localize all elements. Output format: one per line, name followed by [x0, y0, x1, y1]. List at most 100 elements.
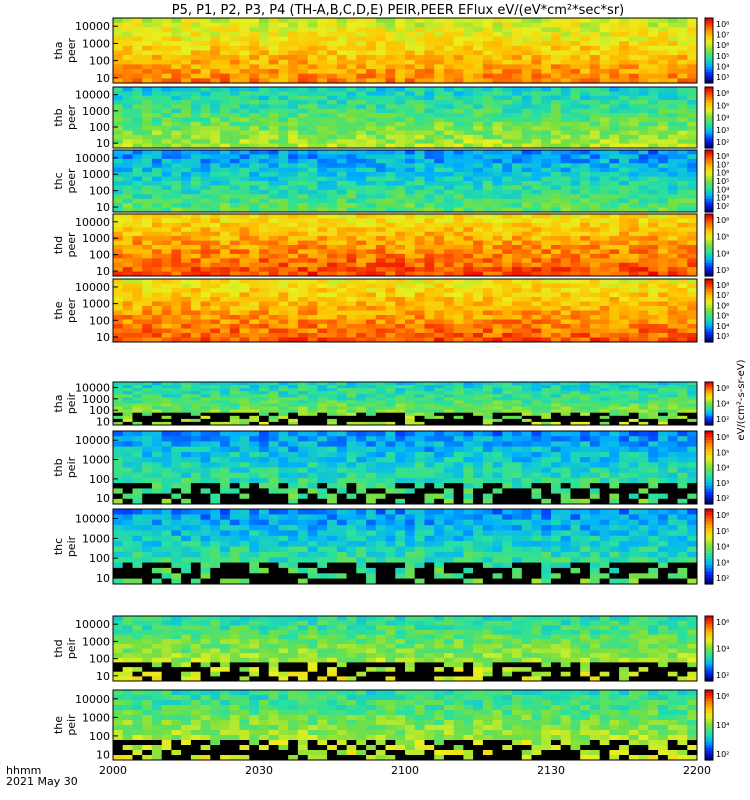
spectrogram-cell	[463, 283, 474, 289]
spectrogram-cell	[366, 181, 377, 186]
spectrogram-cell	[580, 172, 591, 178]
spectrogram-cell	[113, 198, 124, 204]
spectrogram-cell	[531, 214, 542, 219]
spectrogram-cell	[531, 163, 542, 169]
spectrogram-cell	[113, 391, 124, 395]
spectrogram-cell	[453, 172, 464, 178]
spectrogram-cell	[171, 59, 182, 65]
spectrogram-cell	[122, 73, 133, 79]
spectrogram-cell	[414, 240, 425, 246]
colorbar-segment	[705, 64, 713, 68]
spectrogram-cell	[589, 126, 601, 132]
spectrogram-cell	[366, 227, 377, 233]
spectrogram-cell	[151, 50, 163, 56]
spectrogram-cell	[259, 108, 270, 114]
spectrogram-cell	[259, 143, 270, 148]
spectrogram-cell	[288, 222, 299, 228]
spectrogram-cell	[482, 194, 494, 200]
spectrogram-cell	[541, 104, 552, 110]
spectrogram-cell	[667, 240, 679, 246]
spectrogram-cell	[278, 69, 289, 75]
spectrogram-cell	[142, 95, 153, 101]
colorbar-segment	[705, 23, 713, 27]
spectrogram-cell	[502, 185, 513, 191]
spectrogram-cell	[414, 412, 425, 417]
spectrogram-cell	[658, 87, 669, 92]
spectrogram-cell	[190, 41, 202, 47]
spectrogram-cell	[648, 59, 659, 65]
spectrogram-cell	[151, 279, 163, 285]
spectrogram-cell	[200, 253, 211, 259]
spectrogram-cell	[200, 154, 211, 160]
spectrogram-cell	[229, 134, 241, 140]
spectrogram-cell	[113, 218, 124, 224]
spectrogram-cell	[268, 139, 279, 145]
spectrogram-cell	[599, 143, 610, 148]
spectrogram-cell	[297, 253, 309, 259]
spectrogram-cell	[190, 337, 202, 342]
spectrogram-cell	[570, 297, 581, 303]
spectrogram-cell	[658, 271, 669, 276]
spectrogram-cell	[434, 412, 445, 417]
spectrogram-cell	[356, 176, 367, 182]
spectrogram-cell	[249, 218, 260, 224]
spectrogram-cell	[297, 130, 309, 136]
spectrogram-cell	[648, 198, 659, 204]
spectrogram-cell	[259, 55, 270, 61]
spectrogram-cell	[482, 328, 494, 334]
spectrogram-cell	[560, 55, 571, 61]
spectrogram-cell	[492, 117, 503, 123]
spectrogram-cell	[113, 271, 124, 276]
spectrogram-cell	[336, 333, 348, 339]
spectrogram-cell	[259, 45, 270, 52]
spectrogram-cell	[229, 409, 241, 414]
spectrogram-cell	[210, 176, 221, 182]
spectrogram-cell	[336, 214, 348, 219]
spectrogram-cell	[560, 194, 571, 200]
spectrogram-cell	[638, 36, 649, 42]
spectrogram-cell	[317, 406, 328, 411]
spectrogram-cell	[424, 258, 435, 264]
spectrogram-cell	[190, 73, 202, 79]
spectrogram-cell	[307, 91, 318, 97]
spectrogram-cell	[132, 87, 143, 92]
spectrogram-cell	[463, 297, 474, 303]
spectrogram-cell	[327, 207, 338, 212]
spectrogram-cell	[288, 113, 299, 119]
spectrogram-cell	[356, 245, 367, 250]
spectrogram-cell	[658, 214, 669, 219]
spectrogram-cell	[317, 279, 328, 285]
colorbar-segment	[705, 196, 713, 200]
spectrogram-cell	[687, 69, 697, 75]
spectrogram-cell	[297, 227, 309, 233]
spectrogram-cell	[151, 267, 163, 273]
spectrogram-cell	[492, 385, 503, 389]
spectrogram-cell	[288, 315, 299, 321]
spectrogram-cell	[482, 385, 494, 389]
spectrogram-cell	[628, 253, 640, 259]
spectrogram-cell	[288, 324, 299, 330]
spectrogram-cell	[200, 222, 211, 228]
spectrogram-cell	[132, 315, 143, 321]
spectrogram-cell	[142, 240, 153, 246]
spectrogram-cell	[463, 27, 474, 33]
spectrogram-cell	[570, 324, 581, 330]
spectrogram-cell	[210, 73, 221, 79]
spectrogram-cell	[200, 267, 211, 273]
spectrogram-cell	[658, 158, 669, 164]
spectrogram-cell	[589, 113, 601, 119]
spectrogram-cell	[181, 158, 192, 164]
spectrogram-cell	[453, 158, 464, 164]
spectrogram-cell	[161, 143, 172, 148]
spectrogram-cell	[609, 222, 620, 228]
spectrogram-cell	[667, 45, 679, 52]
spectrogram-cell	[375, 267, 387, 273]
spectrogram-cell	[570, 95, 581, 101]
spectrogram-cell	[142, 288, 153, 294]
spectrogram-cell	[181, 385, 192, 389]
spectrogram-cell	[113, 301, 124, 307]
spectrogram-cell	[297, 143, 309, 148]
spectrogram-cell	[628, 189, 640, 195]
spectrogram-cell	[346, 207, 357, 212]
spectrogram-cell	[589, 22, 601, 28]
